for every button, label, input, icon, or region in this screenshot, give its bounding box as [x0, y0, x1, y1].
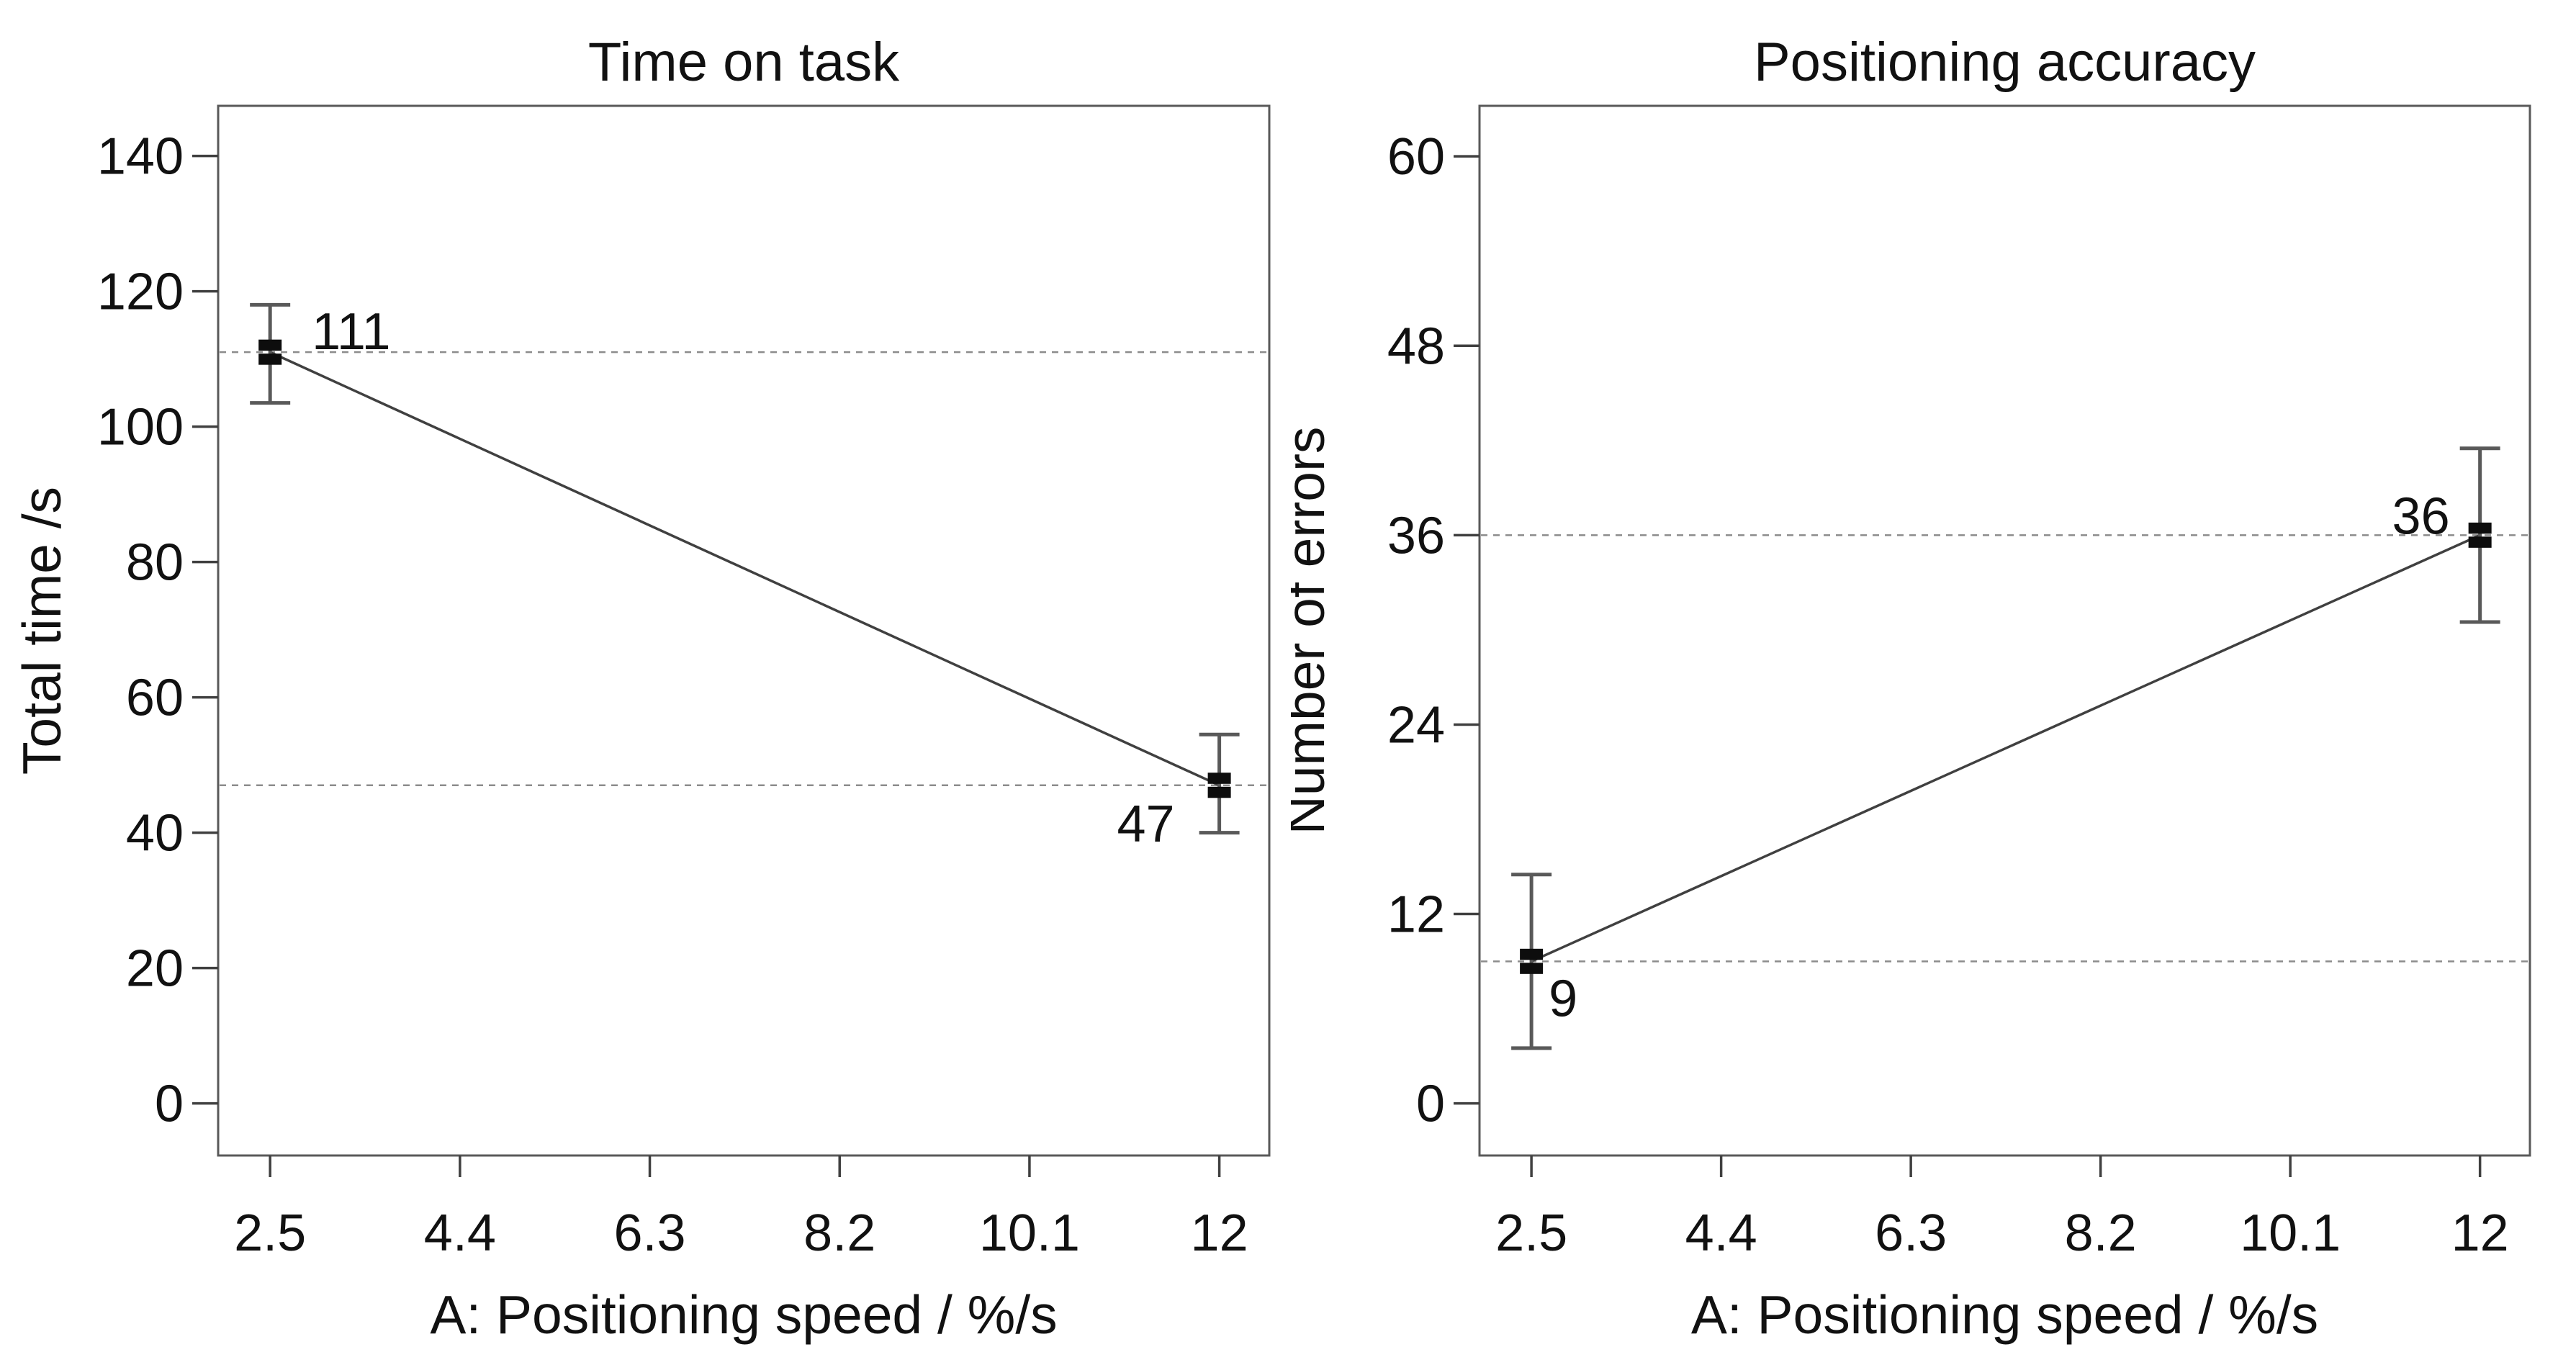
x-tick-label: 2.5 — [1495, 1204, 1567, 1262]
x-tick-label: 4.4 — [1685, 1204, 1757, 1262]
y-tick-label: 60 — [1387, 128, 1445, 186]
y-tick-label: 12 — [1387, 886, 1445, 944]
y-tick-label: 24 — [1387, 696, 1445, 754]
x-axis-label: A: Positioning speed / %/s — [1691, 1284, 2318, 1345]
chart-title: Positioning accuracy — [1754, 32, 2256, 93]
point-marker — [2468, 536, 2492, 548]
x-tick-label: 4.4 — [424, 1204, 496, 1262]
point-marker — [258, 339, 282, 351]
chart-time-on-task: 0 20 40 60 80 100 120 140 2.5 4.4 6.3 8.2 10.1 12 111 4… — [12, 32, 1271, 1345]
chart-title: Time on task — [588, 32, 900, 93]
y-tick-label: 0 — [155, 1076, 184, 1133]
x-tick-label: 12 — [1191, 1204, 1248, 1262]
x-tick-label: 10.1 — [2240, 1204, 2341, 1262]
series-line — [269, 351, 1220, 787]
x-axis-label: A: Positioning speed / %/s — [430, 1284, 1057, 1345]
point-marker — [1207, 786, 1231, 798]
x-tick-label: 12 — [2451, 1204, 2509, 1262]
y-tick-label: 120 — [97, 263, 184, 321]
series-line — [1531, 533, 2481, 963]
y-tick-label: 80 — [126, 534, 184, 592]
x-tick-label: 6.3 — [613, 1204, 685, 1262]
point-value-label: 9 — [1549, 970, 1577, 1027]
point-marker — [1207, 772, 1231, 784]
y-tick-label: 60 — [126, 670, 184, 727]
y-tick-label: 48 — [1387, 317, 1445, 375]
plot-border — [1478, 104, 2531, 1157]
point-value-label: 111 — [312, 303, 390, 361]
y-axis-label: Number of errors — [1291, 427, 1336, 835]
point-value-label: 47 — [1117, 796, 1175, 853]
point-marker — [1520, 948, 1544, 960]
x-tick-label: 8.2 — [2065, 1204, 2137, 1262]
y-tick-label: 100 — [97, 399, 184, 456]
point-value-label: 36 — [2392, 487, 2450, 545]
x-tick-label: 6.3 — [1875, 1204, 1947, 1262]
y-tick-label: 0 — [1416, 1076, 1445, 1133]
point-marker — [1520, 963, 1544, 974]
y-tick-label: 140 — [97, 128, 184, 186]
point-marker — [2468, 522, 2492, 534]
y-tick-label: 20 — [126, 940, 184, 998]
plot-border — [217, 104, 1271, 1157]
y-tick-label: 36 — [1387, 507, 1445, 564]
x-tick-label: 2.5 — [234, 1204, 306, 1262]
x-tick-label: 8.2 — [803, 1204, 875, 1262]
x-tick-label: 10.1 — [979, 1204, 1080, 1262]
point-marker — [258, 353, 282, 365]
chart-positioning-accuracy: 0 12 24 36 48 60 2.5 4.4 6.3 8.2 10.1 12 9 36 Position… — [1291, 32, 2531, 1345]
y-tick-label: 40 — [126, 805, 184, 862]
y-axis-label: Total time /s — [12, 487, 72, 775]
